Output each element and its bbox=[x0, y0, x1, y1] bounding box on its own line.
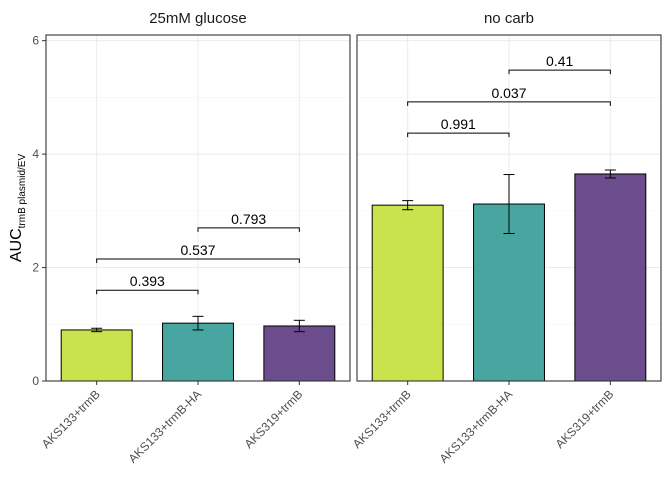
p-value-label: 0.537 bbox=[180, 242, 215, 258]
y-axis-label-main: AUC bbox=[8, 228, 25, 262]
x-tick-label: AKS133+trmB-HA bbox=[126, 387, 205, 466]
error-bar-2 bbox=[192, 315, 204, 331]
error-bar-1 bbox=[402, 200, 414, 211]
y-axis-title: AUCtrmB plasmid/EV bbox=[8, 154, 28, 263]
p-value-label: 0.793 bbox=[231, 211, 266, 227]
error-bar-1 bbox=[91, 327, 103, 333]
comparison-bracket-2: 0.537 bbox=[96, 242, 300, 264]
y-tick-label: 2 bbox=[32, 261, 39, 275]
comparison-bracket-1: 0.991 bbox=[407, 116, 510, 138]
chart-panels: 0.393 0.537 0.793 25mM glucose AKS133+trmB AK… bbox=[32, 10, 662, 466]
p-value-label: 0.393 bbox=[130, 273, 165, 289]
panel-title: no carb bbox=[484, 10, 534, 27]
x-tick-label: AKS133+trmB bbox=[39, 387, 103, 451]
x-tick-label: AKS133+trmB-HA bbox=[437, 387, 516, 466]
p-value-label: 0.991 bbox=[441, 116, 476, 132]
comparison-bracket-3: 0.41 bbox=[508, 53, 611, 75]
bar-1 bbox=[60, 329, 133, 382]
y-tick-label: 4 bbox=[32, 147, 39, 161]
bar-1 bbox=[371, 204, 444, 382]
y-tick-label: 6 bbox=[32, 34, 39, 48]
error-bar-2 bbox=[503, 174, 515, 235]
x-tick-label: AKS319+trmB bbox=[553, 387, 617, 451]
y-axis-label-subscript: trmB plasmid/EV bbox=[17, 154, 28, 229]
x-tick-label: AKS133+trmB bbox=[350, 387, 414, 451]
y-tick-label: 0 bbox=[32, 374, 39, 388]
y-axis-label: AUCtrmB plasmid/EV bbox=[8, 154, 28, 263]
panel-1: 0.393 0.537 0.793 25mM glucose AKS133+trmB AK… bbox=[32, 10, 351, 466]
comparison-bracket-2: 0.037 bbox=[407, 85, 611, 106]
x-tick-label: AKS319+trmB bbox=[242, 387, 306, 451]
error-bar-3 bbox=[604, 169, 616, 179]
bar-2 bbox=[162, 322, 234, 382]
bar-3 bbox=[574, 173, 647, 382]
error-bar-3 bbox=[293, 319, 305, 333]
p-value-label: 0.037 bbox=[491, 85, 526, 101]
p-value-label: 0.41 bbox=[546, 53, 573, 69]
bar-3 bbox=[263, 325, 336, 382]
comparison-bracket-3: 0.793 bbox=[197, 211, 300, 232]
panel-title: 25mM glucose bbox=[149, 10, 247, 27]
panel-2: 0.991 0.037 0.41 no carb AKS133+trmB AKS133+t… bbox=[350, 10, 662, 466]
comparison-bracket-1: 0.393 bbox=[96, 273, 199, 295]
